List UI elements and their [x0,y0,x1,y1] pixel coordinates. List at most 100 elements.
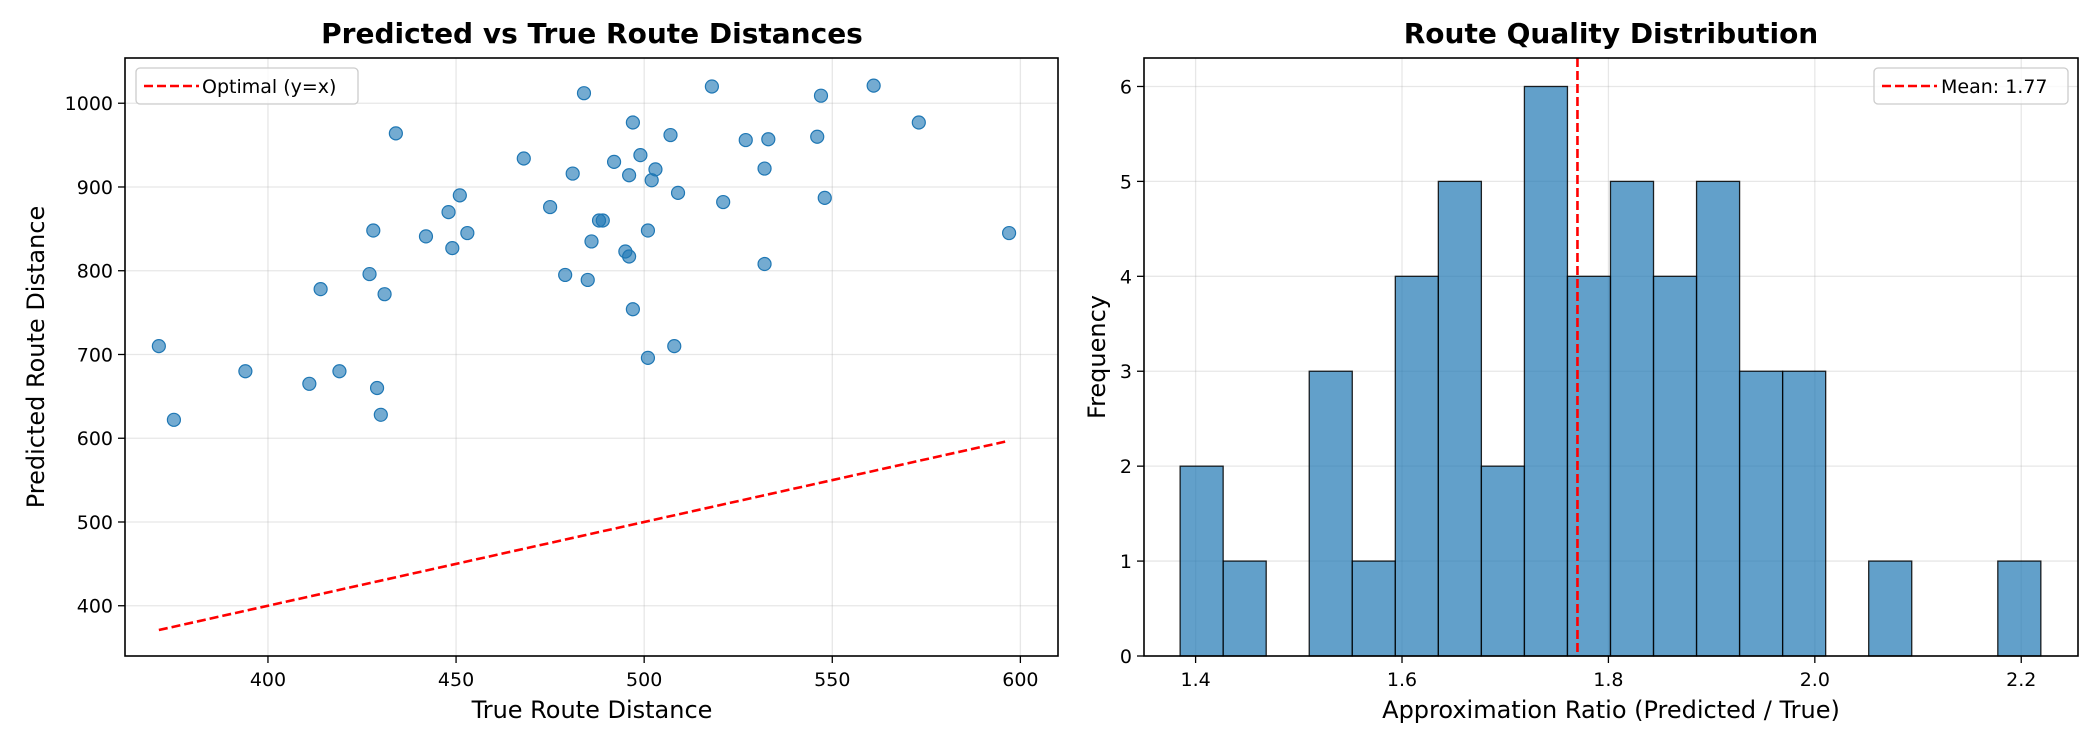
histogram-plot-frame [1143,57,2079,657]
scatter-point [377,287,392,302]
histogram-y-tick-label: 1 [1120,551,1132,573]
histogram-bar [1652,275,1698,657]
scatter-x-tick-label: 400 [250,669,286,691]
scatter-point [817,190,832,205]
scatter-point [761,132,776,147]
histogram-x-tick-label: 1.6 [1387,669,1417,691]
scatter-point [584,234,599,249]
histogram-bar [1222,560,1267,657]
scatter-point [625,302,640,317]
scatter-point [716,194,731,210]
scatter-point [332,364,347,379]
scatter-y-tick-label: 800 [77,261,113,283]
histogram-y-tick-label: 0 [1120,646,1132,668]
scatter-point [366,223,381,238]
scatter-point [362,266,377,282]
scatter-optimal-line [158,439,1010,632]
histogram-y-tick-label: 2 [1120,456,1132,478]
histogram-bar [1394,275,1439,657]
scatter-point [757,161,772,176]
histogram-bar [1351,560,1396,657]
histogram-y-axis-label: Frequency [1083,295,1111,419]
scatter-x-axis-label: True Route Distance [471,696,713,724]
histogram-bar [1868,560,1913,657]
scatter-point [452,188,467,203]
histogram-x-tick-label: 2.0 [1800,669,1830,691]
scatter-point [565,166,580,181]
scatter-y-tick-label: 900 [77,177,113,199]
histogram-y-tick-label: 4 [1120,266,1132,288]
scatter-grid [125,58,1058,656]
scatter-point [313,282,328,297]
scatter-point [866,78,881,93]
scatter-point [543,199,558,215]
scatter-y-tick-label: 1000 [65,93,113,115]
scatter-point [238,364,253,379]
histogram-y-tick-label: 6 [1120,76,1132,98]
scatter-point [388,126,403,141]
scatter-point [558,267,573,283]
histogram-x-tick-label: 2.2 [2006,669,2036,691]
scatter-y-tick-label: 700 [77,344,113,366]
histogram-y-tick-label: 5 [1120,171,1132,193]
scatter-x-tick-label: 550 [814,669,850,691]
scatter-point [302,376,317,391]
scatter-point [576,86,592,101]
scatter-legend-label: Optimal (y=x) [202,76,336,98]
histogram-y-tick-label: 3 [1120,361,1132,383]
scatter-point [1001,225,1017,241]
scatter-point [757,256,772,272]
scatter-legend: Optimal (y=x) [135,67,359,105]
scatter-panel: Predicted vs True Route Distances 400 450… [22,17,1059,724]
histogram-bar [1781,370,1827,657]
scatter-x-tick-label: 500 [626,669,662,691]
scatter-point [911,115,926,130]
histogram-x-tick-label: 1.4 [1180,669,1210,691]
histogram-legend-label: Mean: 1.77 [1941,76,2048,98]
scatter-point [373,407,388,422]
histogram-legend-box [1873,67,2069,105]
scatter-point [622,249,637,264]
histogram-bar [1480,465,1526,657]
histogram-x-tick-label: 1.8 [1593,669,1623,691]
scatter-x-tick-label: 600 [1002,669,1038,691]
scatter-point [460,225,475,241]
histogram-bar [1566,275,1612,657]
scatter-point [516,151,531,166]
scatter-y-tick-label: 400 [77,596,113,618]
scatter-point [813,88,829,103]
histogram-bars [1179,85,2042,657]
scatter-point [445,241,460,256]
histogram-bar [1179,465,1224,657]
scatter-y-ticks: 400 500 600 700 800 900 1000 [65,93,125,618]
scatter-point [625,115,640,130]
scatter-plot-frame [124,57,1059,657]
scatter-points [151,78,1017,427]
scatter-point [622,168,637,183]
scatter-y-axis-label: Predicted Route Distance [22,206,50,509]
scatter-point [648,162,663,177]
histogram-panel: Route Quality Distribution 1.4 1.6 1.8 2.0 2… [1083,17,2079,724]
scatter-point [670,185,686,200]
scatter-point [667,339,682,354]
scatter-point [704,79,719,94]
histogram-x-axis-label: Approximation Ratio (Predicted / True) [1382,696,1840,724]
scatter-point [151,339,166,354]
scatter-point [595,213,610,228]
scatter-point [369,380,385,396]
scatter-reference-line [158,439,1010,632]
scatter-point [418,229,434,244]
histogram-bar [1437,180,1483,657]
histogram-title: Route Quality Distribution [1404,17,1819,50]
scatter-point [441,205,456,220]
scatter-x-tick-label: 450 [438,669,474,691]
histogram-bar [1609,180,1655,657]
histogram-bar [1997,560,2042,657]
scatter-point [606,154,622,169]
scatter-point [166,412,182,427]
scatter-legend-box [135,67,359,105]
scatter-point [663,127,678,143]
histogram-bar [1738,370,1784,657]
scatter-title: Predicted vs True Route Distances [321,17,863,50]
histogram-legend: Mean: 1.77 [1873,67,2069,105]
